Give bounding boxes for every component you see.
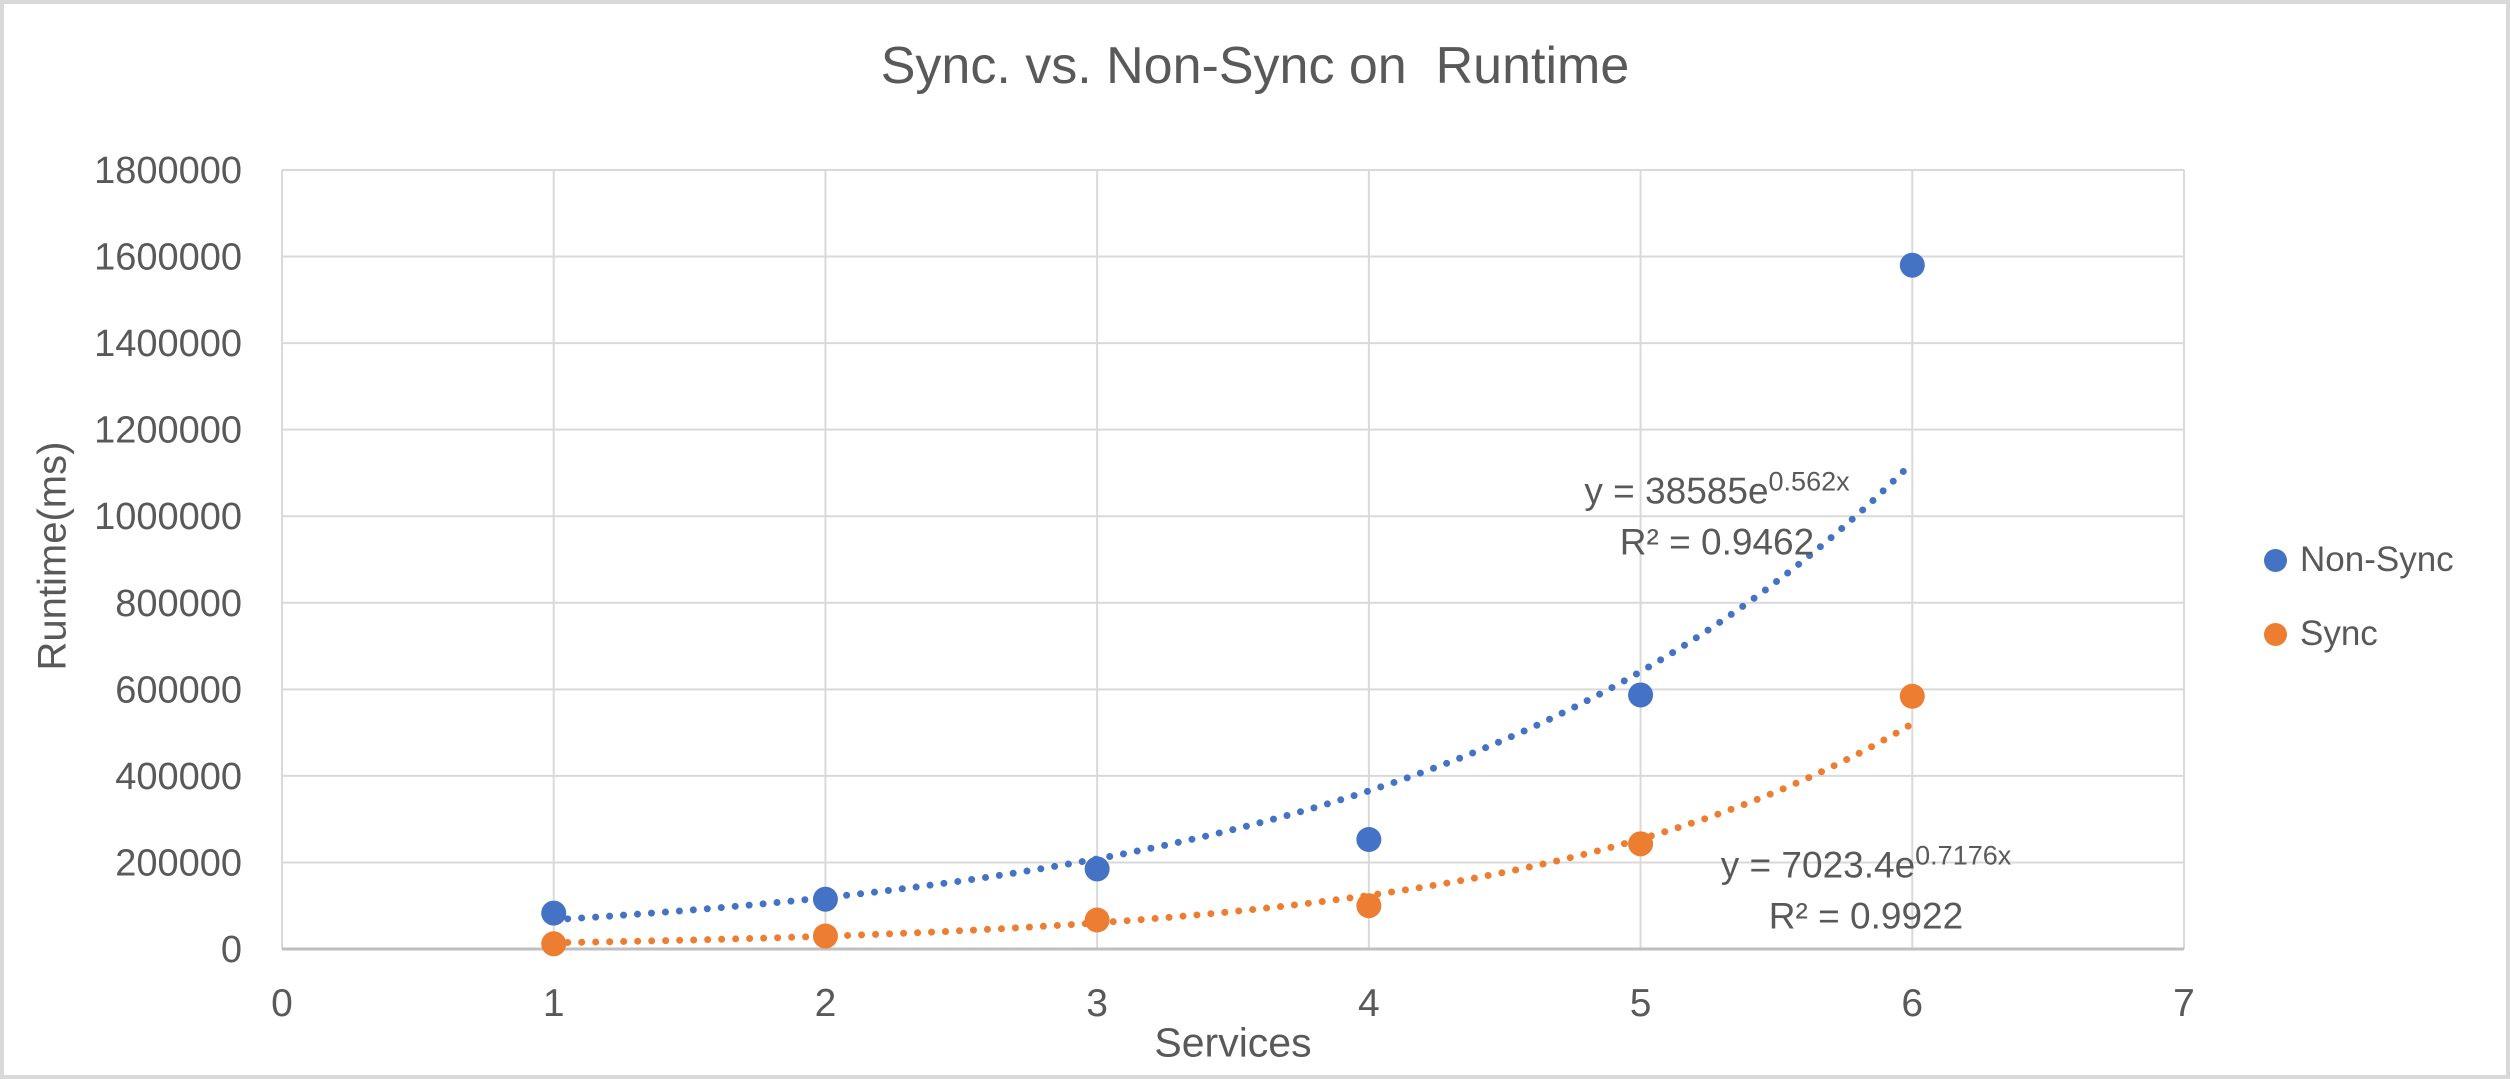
equation-exponent-sync: 0.7176x <box>1915 840 2012 871</box>
trendline-formula-nonsync: y = 38585e0.562x <box>1584 456 1849 516</box>
y-tick-label: 800000 <box>115 583 242 625</box>
legend-label-sync: Sync <box>2300 614 2378 653</box>
x-tick-label: 6 <box>1901 982 1923 1025</box>
x-tick-label: 2 <box>815 982 837 1025</box>
x-tick-label: 3 <box>1086 982 1108 1025</box>
legend-marker-nonsync-icon <box>2264 548 2287 572</box>
y-tick-label: 1000000 <box>94 496 242 538</box>
trendline-formula-sync: y = 7023.4e0.7176x <box>1721 830 2012 890</box>
data-point-non-sync[interactable] <box>541 900 567 926</box>
data-point-sync[interactable] <box>1084 907 1110 933</box>
equation-base-nonsync: y = 38585e <box>1584 470 1769 512</box>
equation-exponent-nonsync: 0.562x <box>1768 466 1850 497</box>
y-axis-title: Runtime(ms) <box>30 441 75 671</box>
data-point-non-sync[interactable] <box>812 886 838 912</box>
trendline-equation-nonsync: y = 38585e0.562x R² = 0.9462 <box>1584 456 1849 567</box>
x-axis-title: Services <box>1154 1019 1312 1066</box>
data-point-non-sync[interactable] <box>1084 856 1110 882</box>
trendline-sync <box>550 720 1916 947</box>
y-tick-label: 200000 <box>115 842 242 884</box>
y-tick-label: 600000 <box>115 669 242 711</box>
data-point-sync[interactable] <box>1628 831 1654 857</box>
r-squared-sync: R² = 0.9922 <box>1768 895 1964 937</box>
trendline-equation-sync: y = 7023.4e0.7176x R² = 0.9922 <box>1721 830 2012 941</box>
x-tick-label: 4 <box>1358 982 1380 1025</box>
x-tick-label: 0 <box>271 982 293 1025</box>
y-tick-label: 1400000 <box>94 323 242 365</box>
legend-item-sync[interactable]: Sync <box>2264 614 2454 654</box>
data-point-sync[interactable] <box>1899 683 1925 709</box>
y-tick-label: 1600000 <box>94 237 242 279</box>
legend-label-nonsync: Non-Sync <box>2300 540 2454 579</box>
data-point-non-sync[interactable] <box>1899 252 1925 278</box>
chart-title: Sync. vs. Non-Sync on Runtime <box>880 37 1630 95</box>
y-tick-label: 0 <box>221 929 242 971</box>
trendline-non-sync <box>550 459 1916 924</box>
x-tick-label: 1 <box>543 982 565 1025</box>
x-tick-label: 7 <box>2173 982 2195 1025</box>
y-tick-label: 1200000 <box>94 410 242 452</box>
equation-base-sync: y = 7023.4e <box>1720 844 1916 886</box>
data-point-non-sync[interactable] <box>1356 827 1382 853</box>
x-tick-label: 5 <box>1630 982 1652 1025</box>
data-point-sync[interactable] <box>1356 893 1382 919</box>
y-tick-label: 400000 <box>115 756 242 798</box>
data-point-sync[interactable] <box>812 923 838 949</box>
data-point-sync[interactable] <box>541 931 567 957</box>
legend: Non-Sync Sync <box>2264 540 2454 654</box>
y-tick-label: 1800000 <box>94 150 242 192</box>
data-point-non-sync[interactable] <box>1628 682 1654 708</box>
r-squared-nonsync: R² = 0.9462 <box>1619 521 1815 563</box>
legend-item-nonsync[interactable]: Non-Sync <box>2264 540 2454 580</box>
legend-marker-sync-icon <box>2264 622 2287 646</box>
